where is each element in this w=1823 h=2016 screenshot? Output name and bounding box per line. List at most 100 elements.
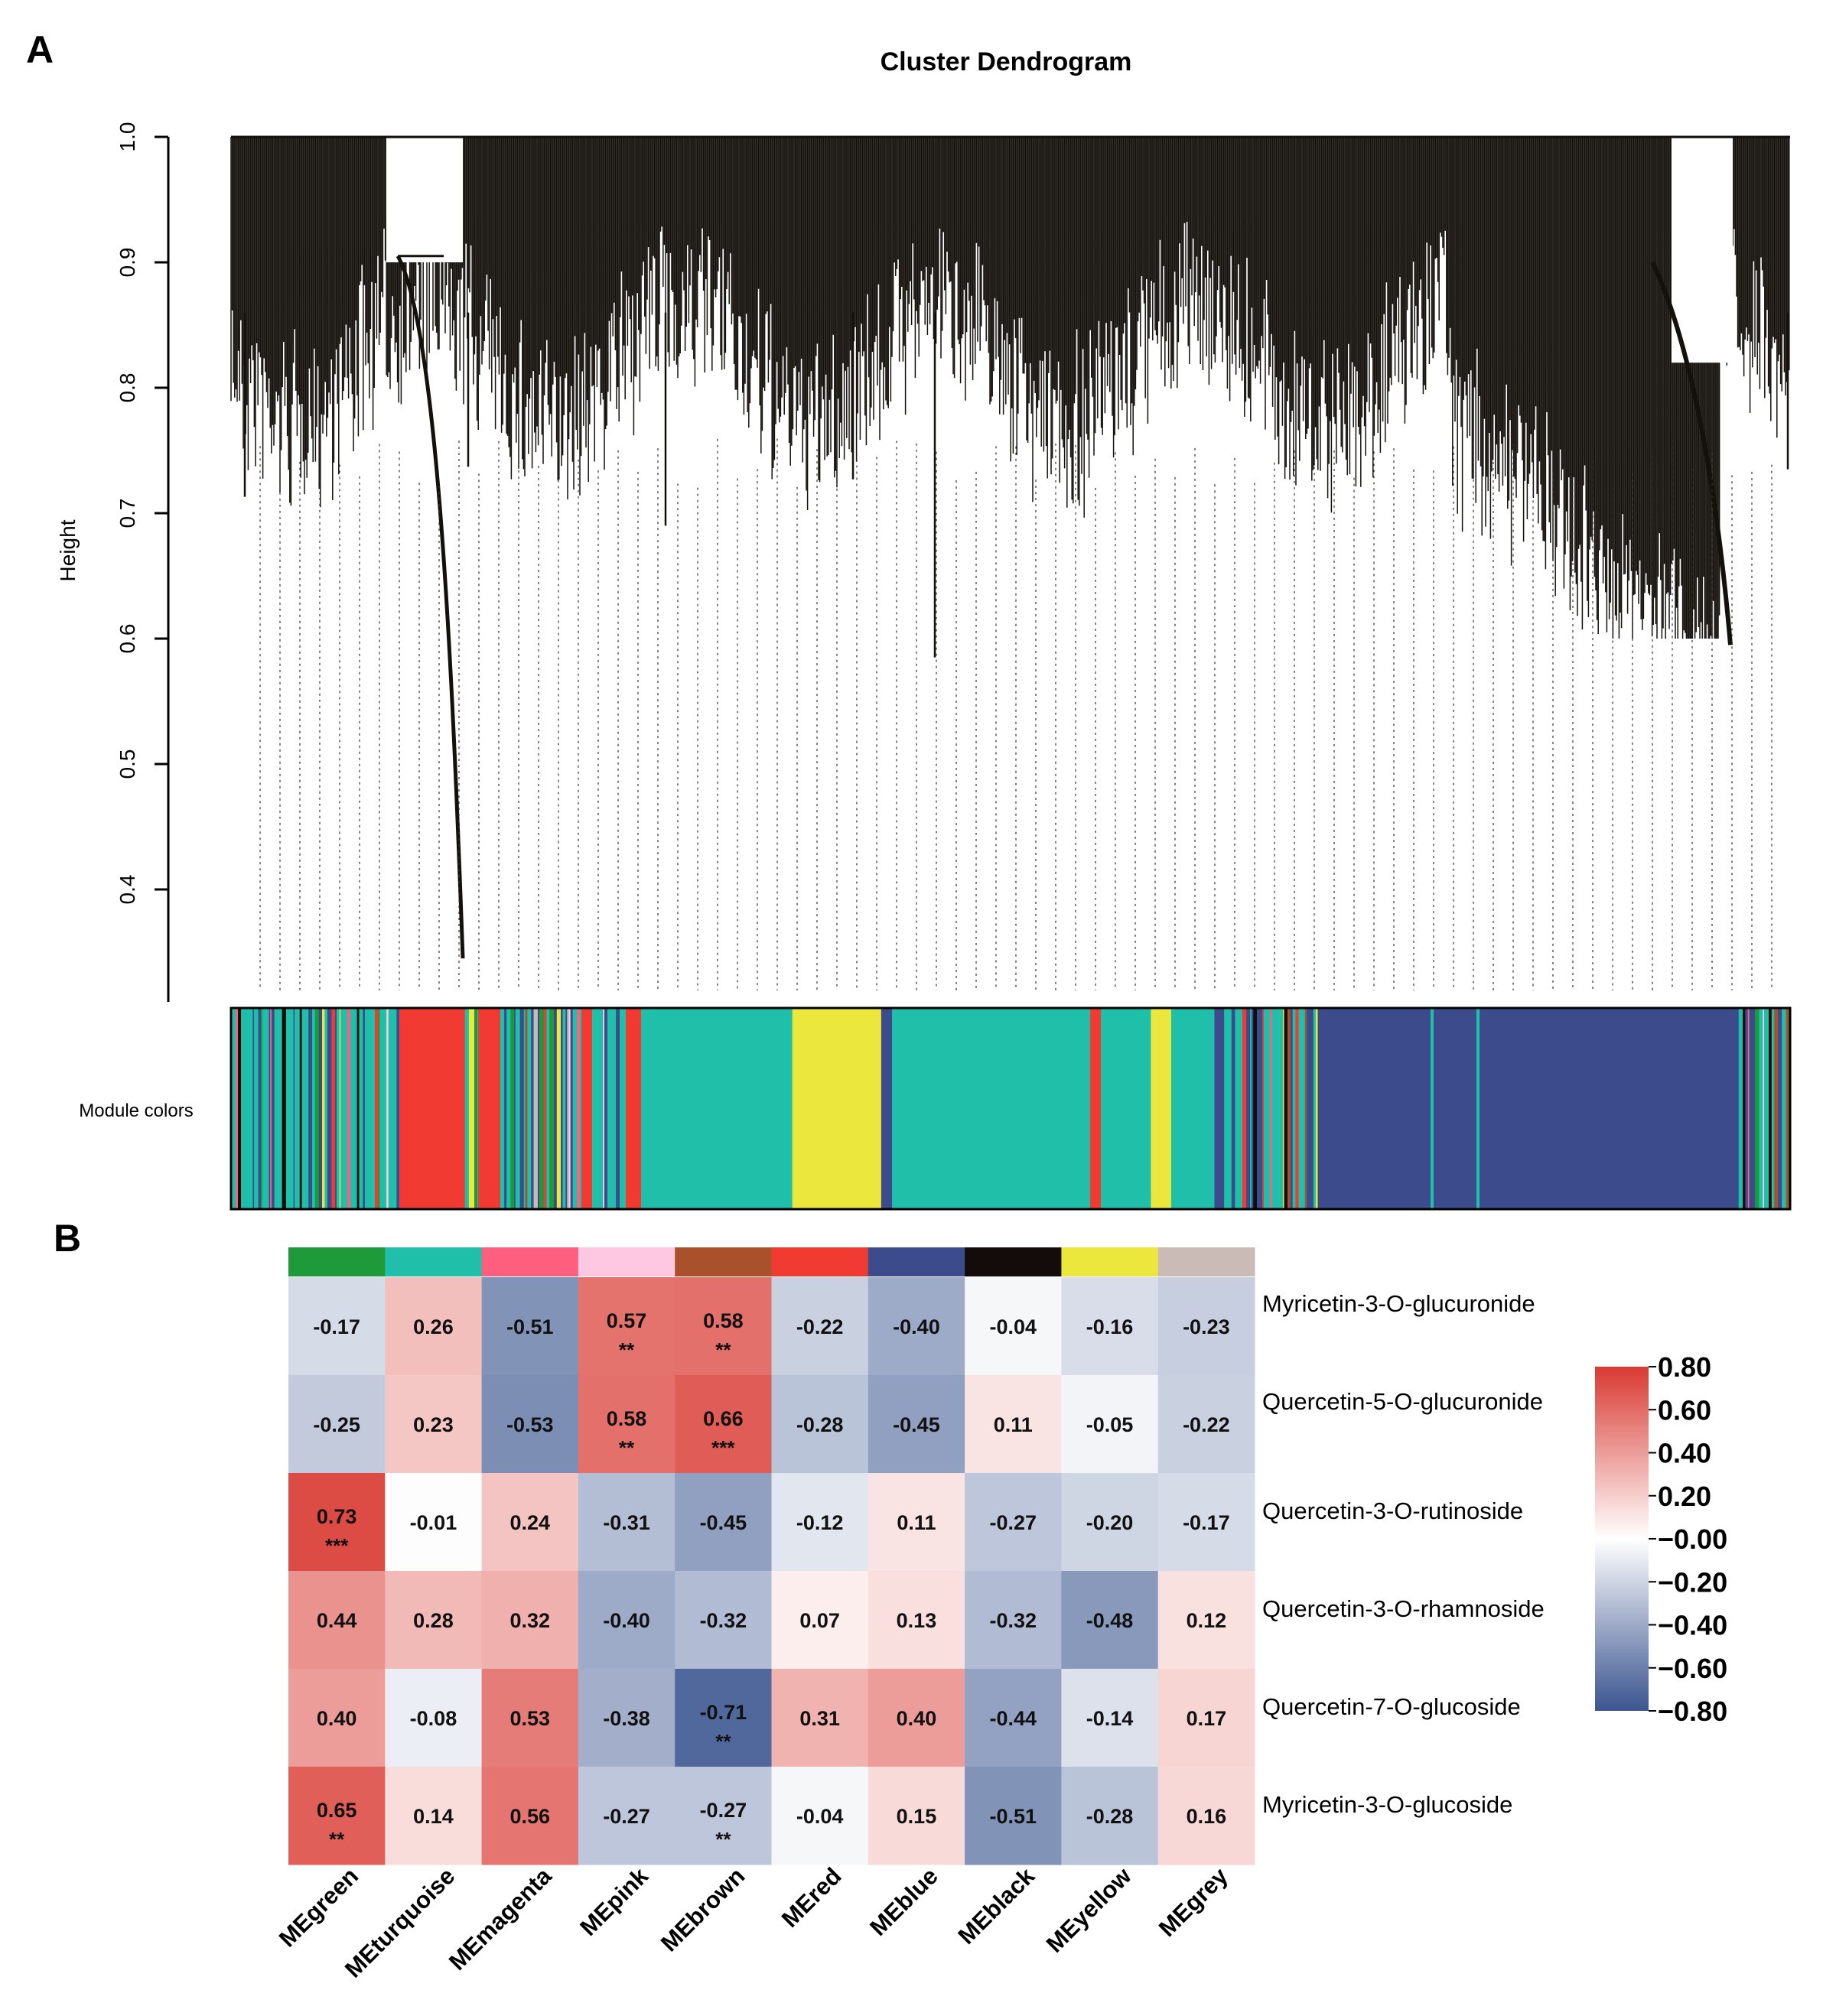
module-block-0-stripe-63 [396,1008,400,1209]
module-block-9-stripe-40 [1315,1008,1318,1209]
module-block-4 [792,1008,882,1209]
heatmap-cell-r3-c1 [385,1571,483,1670]
module-block-0-stripe-35 [324,1008,327,1209]
module-block-9-stripe-19 [1258,1008,1263,1209]
module-block-0-stripe-31 [311,1008,316,1209]
module-block-0-stripe-25 [296,1008,301,1209]
module-block-0-stripe-43 [340,1008,345,1209]
module-block-2-stripe-25 [531,1008,534,1209]
module-block-11-stripe-4 [1749,1008,1753,1209]
module-accent-12 [1476,1008,1480,1209]
module-block-0-stripe-32 [314,1008,320,1209]
heatmap-cell-r4-c8 [1061,1669,1159,1767]
module-block-11-stripe-9 [1764,1008,1767,1209]
module-block-9-stripe-32 [1295,1008,1299,1209]
module-block-8 [1170,1008,1214,1209]
column-label-MEblack: MEblack [953,1862,1040,1949]
module-block-11-stripe-14 [1778,1008,1782,1209]
module-block-0-stripe-53 [369,1008,373,1209]
module-block-2-stripe-21 [519,1008,525,1209]
module-block-0-stripe-57 [379,1008,383,1209]
row-label-1: Quercetin-5-O-glucuronide [1262,1388,1543,1415]
module-block-0-stripe-19 [278,1008,282,1209]
module-block-9-stripe-3 [1219,1008,1222,1209]
row-label-3: Quercetin-3-O-rhamnoside [1262,1595,1545,1622]
module-block-0-stripe-4 [238,1008,242,1209]
module-block-2-stripe-51 [597,1008,601,1209]
module-block-0-stripe-23 [293,1008,295,1209]
cell-value-r4-c7: -0.44 [989,1707,1037,1730]
module-block-2-stripe-49 [593,1008,595,1209]
heatmap-cell-r0-c4 [675,1277,772,1376]
module-block-9-stripe-37 [1307,1008,1310,1209]
module-block-9-stripe-8 [1230,1008,1232,1209]
module-block-2-stripe-37 [562,1008,566,1209]
cell-value-r2-c1: -0.01 [410,1511,457,1534]
heatmap-cell-r1-c8 [1061,1375,1159,1474]
module-block-9-stripe-34 [1301,1008,1304,1209]
module-block-0-stripe-8 [252,1008,255,1209]
heatmap-cell-r5-c3 [578,1767,675,1865]
cell-value-r4-c9: 0.17 [1187,1707,1227,1730]
cell-significance-r0-c4: ** [715,1338,731,1361]
module-block-0-stripe-50 [363,1008,366,1209]
heatmap-cell-r3-c0 [288,1571,386,1670]
module-block-2-stripe-29 [543,1008,547,1209]
column-label-MEpink: MEpink [575,1862,653,1941]
cell-value-r5-c9: 0.16 [1187,1805,1227,1828]
legend-tick-label-6: −0.40 [1658,1610,1727,1641]
module-block-2-stripe-22 [523,1008,526,1209]
module-block-2-stripe-26 [533,1008,539,1209]
dendrogram-gap [386,138,463,262]
cell-value-r1-c5: -0.28 [796,1413,844,1436]
legend-tick-label-1: 0.60 [1658,1394,1711,1426]
module-block-11-stripe-10 [1766,1008,1769,1209]
cell-value-r2-c2: 0.24 [509,1511,550,1534]
module-block-9-stripe-26 [1278,1008,1284,1209]
cell-significance-r1-c4: *** [711,1436,735,1459]
module-block-9-stripe-18 [1256,1008,1259,1209]
module-block-9-stripe-28 [1284,1008,1288,1209]
heatmap-cell-r2-c5 [771,1473,869,1572]
module-block-9-stripe-9 [1231,1008,1235,1209]
module-block-2-stripe-56 [611,1008,617,1209]
module-block-0-stripe-48 [356,1008,360,1209]
dendrogram-tail-branch [1650,261,1733,645]
module-block-11-stripe-5 [1751,1008,1756,1209]
module-block-9-stripe-33 [1298,1008,1301,1209]
module-block-2-stripe-35 [556,1008,562,1209]
cell-value-r3-c0: 0.44 [317,1609,357,1632]
module-block-0-stripe-42 [339,1008,341,1209]
module-block-11-stripe-15 [1782,1008,1786,1209]
module-strip-MEturquoise [385,1247,483,1276]
heatmap-cell-r0-c7 [965,1277,1062,1376]
module-block-2-stripe-54 [607,1008,609,1209]
column-label-MEgreen: MEgreen [274,1862,363,1952]
cell-value-r0-c0: -0.17 [313,1315,360,1338]
heatmap-cell-r5-c6 [868,1767,965,1865]
column-label-MEgrey: MEgrey [1154,1862,1233,1942]
dendrogram-gap-right [1672,138,1733,363]
heatmap-cell-r1-c5 [771,1375,869,1474]
module-block-9-stripe-23 [1269,1008,1272,1209]
module-accent-11 [1431,1008,1434,1209]
cell-value-r0-c9: -0.23 [1183,1315,1230,1338]
module-block-0-stripe-20 [282,1008,287,1209]
module-accent-9 [887,1008,890,1209]
heatmap-cell-r0-c8 [1061,1277,1159,1376]
heatmap-cell-r2-c6 [868,1473,965,1572]
module-block-9-stripe-22 [1268,1008,1271,1209]
module-accent-red-band [626,1008,641,1209]
module-block-0-stripe-26 [299,1008,302,1209]
module-block-0-stripe-47 [353,1008,357,1209]
heatmap-cell-r0-c2 [481,1277,579,1376]
module-block-0-stripe-58 [383,1008,387,1209]
module-block-2-stripe-59 [621,1008,625,1209]
heatmap-cell-r3-c9 [1157,1571,1255,1670]
heatmap-cell-r1-c6 [868,1375,965,1474]
cell-value-r1-c6: -0.45 [893,1413,940,1436]
module-block-0-stripe-45 [347,1008,351,1209]
cell-value-r4-c6: 0.40 [897,1707,937,1730]
dendrogram-deep-branch [396,255,465,959]
